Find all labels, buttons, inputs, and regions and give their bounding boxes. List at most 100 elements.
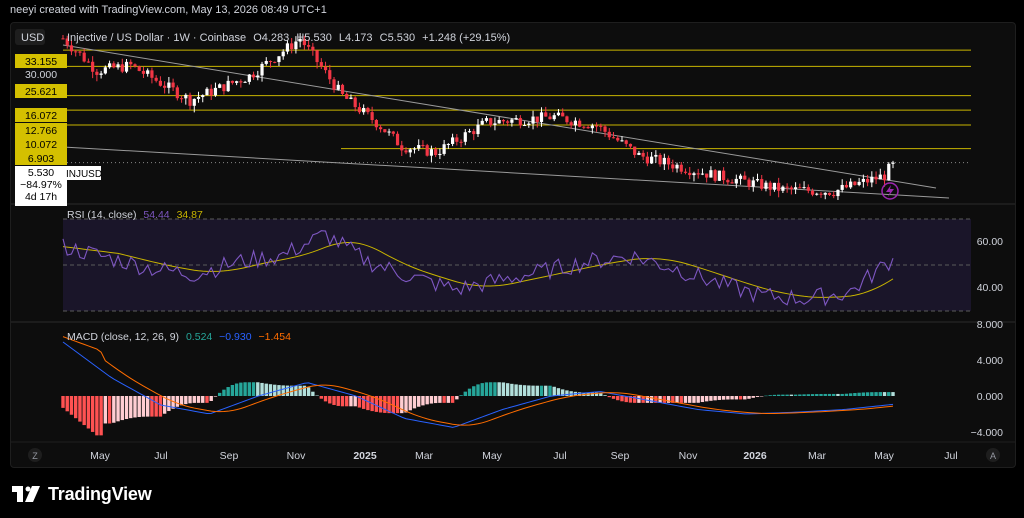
macd-histogram-bar — [137, 396, 141, 418]
candle-body — [802, 187, 806, 189]
macd-histogram-bar — [425, 396, 429, 405]
candle-body — [264, 61, 268, 64]
macd-histogram-bar — [133, 396, 137, 418]
zoom-button[interactable] — [28, 448, 42, 462]
rsi-ma-line — [62, 242, 894, 298]
candle-body — [696, 173, 700, 175]
chart-frame[interactable]: USD Injective / US Dollar · 1W · Coinbas… — [10, 22, 1016, 468]
chart-svg[interactable]: USD Injective / US Dollar · 1W · Coinbas… — [11, 23, 1015, 467]
macd-histogram-bar — [844, 393, 849, 396]
candle-body — [273, 61, 277, 63]
macd-value-2: −0.930 — [219, 331, 252, 343]
candle-body — [832, 194, 836, 197]
macd-histogram-bar — [624, 396, 628, 403]
candle-body — [743, 175, 747, 180]
candle-body — [853, 181, 857, 185]
candle-body — [175, 87, 179, 99]
macd-histogram-bar — [467, 388, 472, 396]
candle-body — [810, 190, 815, 195]
candle-body — [493, 123, 497, 125]
candle-body — [256, 75, 260, 78]
candle-body — [209, 88, 213, 96]
candle-body — [819, 193, 823, 195]
macd-histogram-bar — [848, 393, 853, 396]
macd-histogram-bar — [311, 391, 315, 396]
candle-body — [590, 125, 594, 129]
macd-histogram-bar — [802, 394, 806, 396]
current-price-box — [15, 166, 67, 206]
time-label: 2026 — [743, 450, 767, 462]
price-tag — [15, 54, 67, 68]
auto-scale-button[interactable] — [986, 448, 1000, 462]
candle-body — [150, 70, 154, 78]
candle-body — [281, 51, 285, 57]
macd-axis-label: 0.000 — [977, 391, 1003, 403]
candle-body — [294, 41, 298, 50]
candlestick-series[interactable] — [61, 33, 895, 200]
candle-body — [531, 116, 535, 124]
macd-histogram-bar — [882, 392, 887, 396]
macd-histogram-bar — [497, 382, 501, 396]
time-label: Sep — [220, 450, 239, 462]
candle-body — [755, 179, 760, 181]
macd-histogram-bar — [594, 392, 599, 396]
macd-histogram-bar — [285, 385, 290, 396]
macd-histogram-bar — [666, 396, 671, 403]
candle-body — [616, 137, 620, 141]
candle-body — [400, 145, 404, 151]
event-marker[interactable] — [881, 182, 899, 200]
candle-body — [349, 97, 353, 99]
macd-histogram-bar — [103, 396, 108, 424]
macd-histogram-bar — [65, 396, 69, 412]
macd-histogram-bar — [459, 395, 463, 396]
candle-body — [133, 64, 137, 67]
candle-body — [383, 129, 387, 133]
macd-histogram-bar — [764, 395, 768, 397]
macd-histogram-bar — [819, 393, 823, 396]
candle-body — [789, 187, 793, 190]
candle-body — [552, 115, 556, 120]
candle-body — [442, 144, 446, 154]
macd-histogram-bar — [747, 396, 751, 399]
candle-body — [374, 119, 378, 128]
candle-body — [878, 174, 882, 180]
tradingview-brand: TradingView — [48, 483, 152, 504]
candle-body — [794, 187, 798, 190]
current-price-value: 5.530 — [28, 167, 54, 179]
macd-histogram-bar — [192, 396, 196, 403]
macd-histogram-bar — [69, 396, 74, 415]
macd-histogram-bar — [417, 396, 421, 407]
macd-histogram-bar — [78, 396, 82, 422]
candle-body — [882, 174, 887, 181]
candle-body — [362, 107, 366, 113]
macd-histogram-bar — [145, 396, 150, 417]
price-label: 33.155 — [25, 56, 57, 68]
macd-histogram-bar — [230, 384, 235, 396]
candle-body — [768, 182, 772, 190]
macd-histogram-bar — [400, 396, 404, 414]
signal-line — [62, 336, 894, 426]
ohlc-h-value: 5.530 — [304, 32, 332, 44]
macd-histogram-bar — [569, 391, 573, 396]
zoom-icon: Z — [32, 451, 38, 461]
macd-histogram-bar — [556, 388, 561, 396]
candle-body — [569, 122, 573, 126]
candle-body — [734, 178, 738, 184]
price-tag — [15, 123, 67, 137]
macd-histogram-bar — [205, 396, 209, 403]
candle-body — [633, 146, 637, 155]
ohlc-l-value: 4.173 — [345, 32, 373, 44]
macd-histogram-bar — [217, 392, 222, 396]
macd-histogram-bar — [268, 384, 273, 396]
time-label: May — [90, 450, 111, 462]
candle-body — [323, 66, 328, 71]
macd-histogram-bar — [340, 396, 345, 407]
macd-histogram-bar — [353, 396, 357, 407]
candle-body — [112, 63, 116, 68]
currency-button[interactable] — [15, 29, 45, 45]
macd-histogram-bar — [463, 391, 467, 396]
macd-histogram-bar — [201, 396, 205, 403]
macd-histogram-bar — [116, 396, 120, 422]
macd-histogram-bar — [222, 389, 226, 396]
macd-histogram-bar — [768, 395, 772, 396]
